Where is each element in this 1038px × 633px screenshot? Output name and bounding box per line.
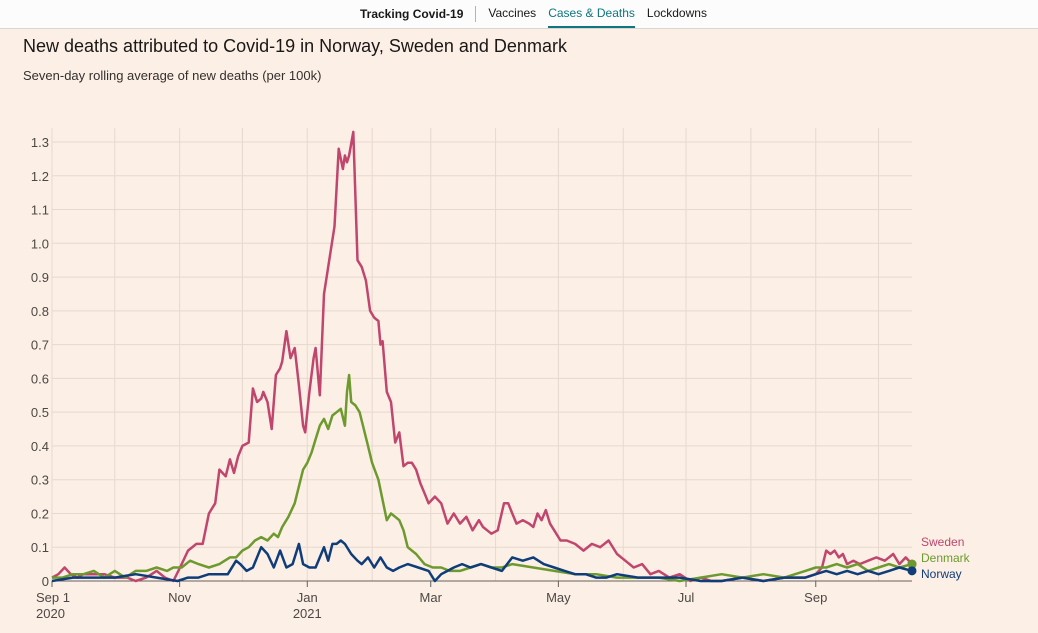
y-tick-label: 0: [42, 574, 49, 589]
x-tick-label: Mar: [420, 590, 443, 605]
legend: Sweden Denmark Norway: [921, 535, 971, 581]
nav-bar: Tracking Covid-19 Vaccines Cases & Death…: [360, 0, 719, 28]
x-tick-label: Sep: [804, 590, 827, 605]
legend-label-sweden: Sweden: [921, 535, 964, 549]
x-tick-sublabel: 2020: [36, 606, 65, 621]
y-tick-label: 1.1: [31, 203, 49, 218]
y-axis-labels: 0 0.1 0.2 0.3 0.4 0.5 0.6 0.7 0.8 0.9 1.0 1.1 1.2 1.3: [31, 135, 49, 589]
y-tick-label: 0.9: [31, 270, 49, 285]
nav-title[interactable]: Tracking Covid-19: [360, 7, 464, 21]
y-tick-label: 1.2: [31, 169, 49, 184]
tab-lockdowns[interactable]: Lockdowns: [646, 6, 707, 20]
y-tick-label: 0.4: [31, 439, 49, 454]
y-tick-label: 0.5: [31, 405, 49, 420]
chart-title: New deaths attributed to Covid-19 in Nor…: [23, 36, 567, 56]
x-tick-sublabel: 2021: [293, 606, 322, 621]
tab-vaccines[interactable]: Vaccines: [488, 6, 537, 20]
chart-subtitle: Seven-day rolling average of new deaths …: [23, 68, 322, 83]
x-tick-label: Jul: [678, 590, 695, 605]
nav-divider: [475, 6, 477, 22]
legend-label-denmark: Denmark: [921, 551, 971, 565]
series-end-marker-denmark: [907, 559, 917, 569]
series-end-marker-norway: [907, 566, 917, 576]
x-tick-label: May: [546, 590, 571, 605]
y-tick-label: 0.3: [31, 473, 49, 488]
y-tick-label: 1.0: [31, 236, 49, 251]
y-tick-label: 0.8: [31, 304, 49, 319]
y-tick-label: 0.1: [31, 540, 49, 555]
x-tick-label: Nov: [168, 590, 192, 605]
y-tick-label: 0.7: [31, 338, 49, 353]
tab-cases-deaths[interactable]: Cases & Deaths: [548, 0, 635, 28]
series-line-norway: [51, 539, 913, 583]
legend-label-norway: Norway: [921, 567, 962, 581]
y-tick-label: 1.3: [31, 135, 49, 150]
x-tick-label: Jan: [297, 590, 318, 605]
top-nav: Tracking Covid-19 Vaccines Cases & Death…: [0, 0, 1038, 29]
y-tick-label: 0.2: [31, 506, 49, 521]
x-tick-label: Sep 1: [36, 590, 70, 605]
series-line-denmark: [52, 373, 913, 583]
y-tick-label: 0.6: [31, 371, 49, 386]
gridlines: [51, 128, 912, 581]
series-lines: [51, 130, 917, 583]
